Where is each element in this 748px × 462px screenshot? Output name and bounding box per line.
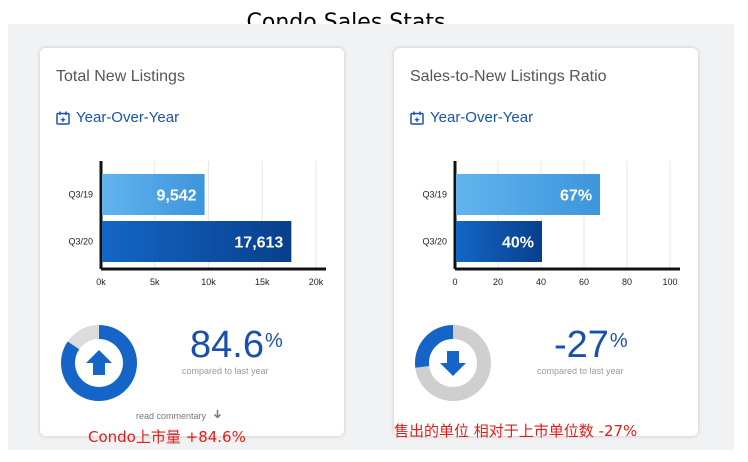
calendar-icon — [56, 111, 70, 125]
bar — [456, 174, 601, 215]
bar — [102, 174, 205, 215]
bar-chart-total-new-listings: 0k 5k 10k 15k 20k Q3/19 9,542 Q3/20 17,613 — [68, 161, 326, 287]
x-tick-label: 60 — [579, 277, 589, 287]
x-tick-label: 80 — [622, 277, 632, 287]
bar — [102, 221, 292, 262]
card-total-new-listings: Total New Listings Year-Over-Year 0k 5k 10… — [40, 48, 344, 436]
x-tick-label: 10k — [201, 277, 216, 287]
change-label: compared to last year — [537, 366, 624, 376]
period-selector[interactable]: Year-Over-Year — [410, 109, 533, 126]
x-tick-label: 15k — [255, 277, 270, 287]
read-commentary-link[interactable]: read commentary — [136, 410, 222, 421]
bar — [456, 221, 542, 262]
bar-value-label: 40% — [502, 235, 534, 252]
arrow-up-icon — [86, 350, 112, 375]
category-label: Q3/19 — [68, 190, 93, 200]
change-donut — [61, 325, 137, 401]
arrow-down-icon — [213, 410, 221, 419]
caption-right: 售出的单位 相对于上市单位数 -27% — [394, 422, 638, 440]
bar-chart-sales-ratio: 0 20 40 60 80 100 Q3/19 67% Q3/20 40% — [422, 161, 680, 287]
card-title: Sales-to-New Listings Ratio — [410, 68, 607, 85]
x-tick-label: 0k — [96, 277, 106, 287]
change-percent: -27% — [554, 324, 628, 366]
period-label: Year-Over-Year — [430, 109, 534, 126]
x-tick-label: 40 — [536, 277, 546, 287]
period-selector[interactable]: Year-Over-Year — [56, 109, 179, 126]
x-tick-label: 20 — [493, 277, 503, 287]
period-label: Year-Over-Year — [76, 109, 180, 126]
category-label: Q3/20 — [422, 237, 447, 247]
bar-value-label: 17,613 — [234, 235, 283, 252]
change-label: compared to last year — [182, 366, 269, 376]
arrow-down-icon — [440, 351, 466, 376]
read-commentary-label: read commentary — [136, 411, 207, 421]
x-tick-label: 0 — [452, 277, 457, 287]
card-sales-to-new-listings-ratio: Sales-to-New Listings Ratio Year-Over-Ye… — [394, 48, 698, 436]
donut-arc — [415, 325, 454, 368]
x-tick-label: 5k — [150, 277, 160, 287]
category-label: Q3/19 — [422, 190, 447, 200]
change-donut — [415, 325, 491, 401]
card-title: Total New Listings — [56, 68, 185, 85]
x-tick-label: 20k — [309, 277, 324, 287]
change-percent: 84.6% — [190, 324, 283, 366]
calendar-icon — [410, 111, 424, 125]
bar-value-label: 9,542 — [157, 188, 197, 205]
caption-left: Condo上市量 +84.6% — [88, 428, 246, 446]
category-label: Q3/20 — [68, 237, 93, 247]
bar-value-label: 67% — [560, 188, 592, 205]
x-tick-label: 100 — [662, 277, 677, 287]
donut-arc — [61, 325, 137, 401]
